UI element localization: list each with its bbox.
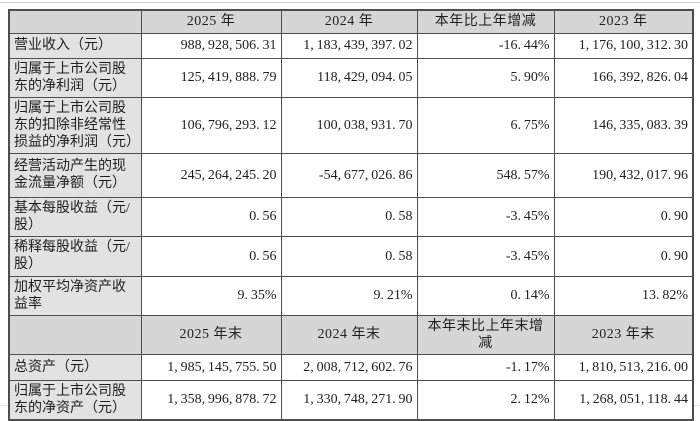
cell-2025: 106, 796, 293. 12 xyxy=(140,96,282,154)
cell-2024: 100, 038, 931. 70 xyxy=(280,96,418,154)
column-header-2024: 2024 年 xyxy=(280,9,418,34)
column-header-end-yoy-change: 本年末比上年末增减 xyxy=(416,314,555,355)
cell-change: -1. 17% xyxy=(416,353,555,381)
column-header-2025: 2025 年 xyxy=(140,9,282,34)
cell-2023: 1, 810, 513, 216. 00 xyxy=(553,353,694,381)
cell-change: -3. 45% xyxy=(416,235,555,277)
cell-2023: 1, 176, 100, 312. 30 xyxy=(553,32,694,59)
table-row-diluted-eps: 稀释每股收益（元/股） 0. 56 0. 58 -3. 45% 0. 90 xyxy=(8,235,694,277)
cell-change: -3. 45% xyxy=(416,196,555,237)
cell-2024: 0. 58 xyxy=(280,196,418,237)
table-row-net-assets: 归属于上市公司股东的净资产（元） 1, 358, 996, 878. 72 1,… xyxy=(8,379,694,420)
cell-2024: 9. 21% xyxy=(280,275,418,316)
cell-change: 6. 75% xyxy=(416,96,555,154)
cell-change: 548. 57% xyxy=(416,152,555,198)
cell-2024: -54, 677, 026. 86 xyxy=(280,152,418,198)
column-header-2023-end: 2023 年末 xyxy=(553,314,694,355)
cell-2023: 190, 432, 017. 96 xyxy=(553,152,694,198)
cell-2025: 0. 56 xyxy=(140,235,282,277)
cell-2024: 118, 429, 094. 05 xyxy=(280,57,418,98)
top-divider xyxy=(0,2,700,3)
row-label: 经营活动产生的现金流量净额（元） xyxy=(8,152,142,198)
cell-2024: 1, 330, 748, 271. 90 xyxy=(280,379,418,420)
table-row-basic-eps: 基本每股收益（元/股） 0. 56 0. 58 -3. 45% 0. 90 xyxy=(8,196,694,237)
row-label: 归属于上市公司股东的扣除非经常性损益的净利润（元） xyxy=(8,96,142,154)
table-row-net-profit: 归属于上市公司股东的净利润（元） 125, 419, 888. 79 118, … xyxy=(8,57,694,98)
table-row-weighted-avg-roe: 加权平均净资产收益率 9. 35% 9. 21% 0. 14% 13. 82% xyxy=(8,275,694,316)
cell-change: -16. 44% xyxy=(416,32,555,59)
cell-2025: 0. 56 xyxy=(140,196,282,237)
table-header-row-period-end: 2025 年末 2024 年末 本年末比上年末增减 2023 年末 xyxy=(8,314,694,355)
row-label: 营业收入（元） xyxy=(8,32,142,59)
column-header-yoy-change: 本年比上年增减 xyxy=(416,9,555,34)
header-label-blank xyxy=(8,314,142,355)
row-label: 加权平均净资产收益率 xyxy=(8,275,142,316)
cell-2025: 988, 928, 506. 31 xyxy=(140,32,282,59)
cell-change: 2. 12% xyxy=(416,379,555,420)
financial-summary-table: 2025 年 2024 年 本年比上年增减 2023 年 营业收入（元） 988… xyxy=(8,9,694,421)
row-label: 稀释每股收益（元/股） xyxy=(8,235,142,277)
cell-2024: 2, 008, 712, 602. 76 xyxy=(280,353,418,381)
column-header-2023: 2023 年 xyxy=(553,9,694,34)
cell-2024: 0. 58 xyxy=(280,235,418,277)
column-header-2024-end: 2024 年末 xyxy=(280,314,418,355)
cell-change: 0. 14% xyxy=(416,275,555,316)
table-row-operating-cash-flow: 经营活动产生的现金流量净额（元） 245, 264, 245. 20 -54, … xyxy=(8,152,694,198)
row-label: 归属于上市公司股东的净资产（元） xyxy=(8,379,142,420)
header-label-blank xyxy=(8,9,142,34)
row-label: 归属于上市公司股东的净利润（元） xyxy=(8,57,142,98)
table-row-net-profit-excl-nonrecurring: 归属于上市公司股东的扣除非经常性损益的净利润（元） 106, 796, 293.… xyxy=(8,96,694,154)
table-header-row-current: 2025 年 2024 年 本年比上年增减 2023 年 xyxy=(8,9,694,34)
row-label: 总资产（元） xyxy=(8,353,142,381)
cell-2023: 0. 90 xyxy=(553,196,694,237)
cell-2025: 1, 358, 996, 878. 72 xyxy=(140,379,282,420)
cell-2025: 245, 264, 245. 20 xyxy=(140,152,282,198)
cell-2025: 1, 985, 145, 755. 50 xyxy=(140,353,282,381)
cell-2023: 146, 335, 083. 39 xyxy=(553,96,694,154)
table-row-total-assets: 总资产（元） 1, 985, 145, 755. 50 2, 008, 712,… xyxy=(8,353,694,381)
row-label: 基本每股收益（元/股） xyxy=(8,196,142,237)
cell-2025: 9. 35% xyxy=(140,275,282,316)
cell-2025: 125, 419, 888. 79 xyxy=(140,57,282,98)
cell-change: 5. 90% xyxy=(416,57,555,98)
column-header-2025-end: 2025 年末 xyxy=(140,314,282,355)
cell-2023: 166, 392, 826. 04 xyxy=(553,57,694,98)
cell-2023: 1, 268, 051, 118. 44 xyxy=(553,379,694,420)
cell-2023: 0. 90 xyxy=(553,235,694,277)
cell-2024: 1, 183, 439, 397. 02 xyxy=(280,32,418,59)
table-row-revenue: 营业收入（元） 988, 928, 506. 31 1, 183, 439, 3… xyxy=(8,32,694,59)
cell-2023: 13. 82% xyxy=(553,275,694,316)
